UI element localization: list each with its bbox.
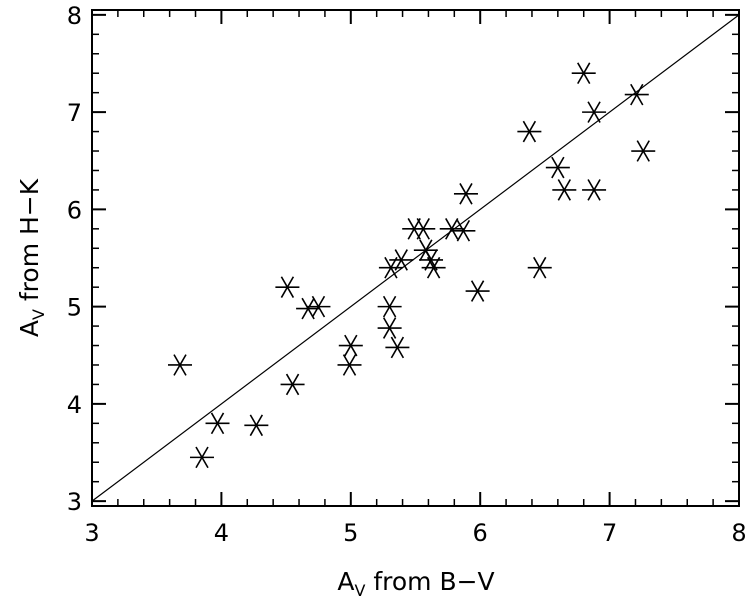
data-point-stroke: [173, 354, 187, 376]
y-tick-label: 7: [67, 99, 82, 127]
data-point: [280, 373, 305, 396]
data-point-stroke: [285, 373, 300, 396]
y-axis-label: AV from H−K: [15, 178, 48, 337]
data-point: [517, 120, 542, 143]
data-point-stroke: [416, 218, 430, 240]
data-point: [167, 354, 192, 376]
data-point-stroke: [249, 414, 264, 437]
y-axis-label-main: A: [15, 320, 44, 337]
data-point-stroke: [301, 297, 315, 320]
data-point: [552, 179, 577, 201]
data-point-stroke: [394, 249, 408, 271]
y-tick-label: 5: [67, 294, 82, 322]
x-axis-label: AV from B−V: [337, 567, 494, 600]
data-point-stroke: [636, 140, 650, 162]
data-point-stroke: [344, 334, 358, 357]
data-point-stroke: [424, 249, 438, 271]
y-tick-label: 3: [67, 488, 82, 516]
data-point-stroke: [426, 256, 441, 279]
data-point-stroke: [210, 412, 225, 435]
data-point: [582, 101, 607, 123]
x-axis-label-rest: from B−V: [365, 567, 494, 596]
data-point-stroke: [551, 156, 565, 179]
data-point-stroke: [445, 218, 459, 240]
x-tick-label: 6: [473, 519, 488, 547]
data-point-stroke: [459, 183, 473, 205]
x-tick-label: 8: [731, 519, 746, 547]
y-axis-label-rest: from H−K: [15, 178, 44, 309]
data-point: [624, 83, 649, 106]
data-point-stroke: [587, 179, 601, 201]
data-point-stroke: [522, 120, 537, 143]
data-point-stroke: [280, 276, 295, 298]
data-point-stroke: [577, 62, 591, 85]
data-point: [439, 218, 464, 240]
data-point-stroke: [587, 101, 601, 123]
data-point-stroke: [533, 256, 547, 279]
data-point: [545, 156, 570, 179]
data-point: [631, 140, 656, 162]
y-axis: 3 4 5 6 7 8: [67, 2, 739, 516]
data-point: [451, 219, 476, 242]
data-point: [275, 276, 300, 298]
data-point-stroke: [390, 336, 405, 359]
one-to-one-line: [91, 14, 740, 502]
x-tick-label: 4: [214, 519, 229, 547]
data-point: [378, 256, 403, 279]
data-point-stroke: [470, 280, 485, 302]
data-point: [527, 256, 552, 279]
data-point: [421, 256, 446, 279]
data-point: [338, 334, 363, 357]
x-tick-label: 7: [602, 519, 617, 547]
plot-frame: [91, 9, 740, 507]
data-point: [306, 295, 331, 318]
data-point: [244, 414, 269, 437]
data-point: [377, 317, 402, 339]
data-point-stroke: [382, 317, 397, 339]
y-tick-label: 8: [67, 2, 82, 30]
data-point: [189, 446, 214, 469]
data-point: [465, 280, 490, 302]
data-point: [411, 218, 436, 240]
y-tick-label: 4: [67, 391, 82, 419]
data-point: [296, 297, 321, 320]
data-points: [167, 62, 656, 469]
data-point-stroke: [382, 295, 397, 318]
data-point: [385, 336, 410, 359]
data-point-stroke: [630, 83, 644, 106]
y-tick-label: 6: [67, 196, 82, 224]
data-point: [205, 412, 230, 435]
x-axis: 3 4 5 6 7 8: [84, 10, 747, 547]
data-point-stroke: [456, 219, 471, 242]
data-point: [377, 295, 402, 318]
x-tick-label: 3: [84, 519, 99, 547]
reference-line-group: [91, 14, 740, 502]
data-point: [453, 183, 478, 205]
data-point: [582, 179, 607, 201]
x-axis-label-main: A: [337, 567, 354, 596]
data-point-stroke: [342, 354, 357, 376]
y-axis-label-sub: V: [29, 309, 48, 320]
x-tick-label: 5: [343, 519, 358, 547]
data-point: [389, 249, 414, 271]
data-point: [337, 354, 362, 376]
data-point-stroke: [557, 179, 572, 201]
data-point-stroke: [384, 256, 398, 279]
data-point: [571, 62, 596, 85]
data-point-stroke: [195, 446, 209, 469]
data-point-stroke: [311, 295, 326, 318]
x-axis-label-sub: V: [354, 581, 365, 600]
